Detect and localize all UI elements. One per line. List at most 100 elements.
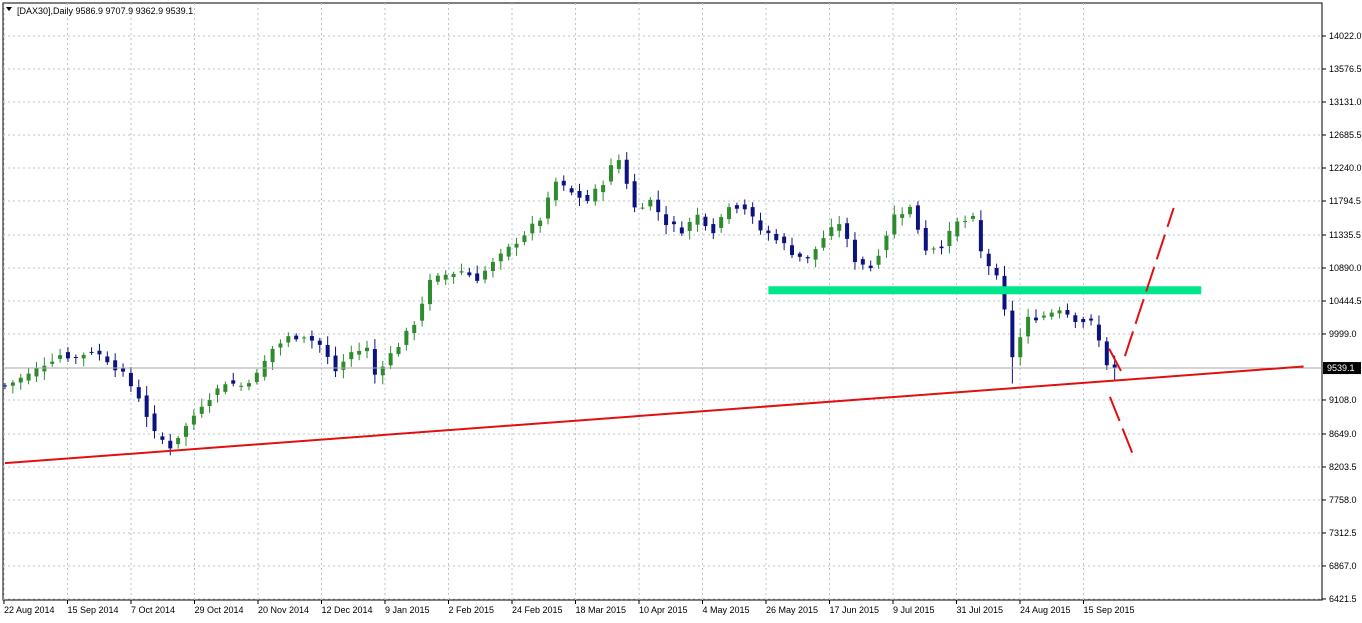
- candle: [349, 345, 354, 367]
- candle-body: [349, 352, 354, 360]
- candle: [207, 393, 212, 413]
- candle-body: [254, 372, 259, 383]
- candle-body: [443, 274, 448, 280]
- y-tick-label: 6867.0: [1329, 561, 1357, 571]
- candle-body: [270, 348, 275, 363]
- candle: [128, 367, 133, 392]
- candle-body: [459, 271, 464, 273]
- ascending-trendline[interactable]: [4, 365, 1304, 465]
- candle: [703, 213, 708, 231]
- x-tick-label: 15 Sep 2015: [1084, 605, 1135, 615]
- candle-body: [813, 249, 818, 260]
- candle: [648, 197, 653, 211]
- price-axis: 14022.0 13576.5 13131.0 12685.5 12240.0 11794…: [1322, 31, 1362, 604]
- candle: [852, 232, 857, 270]
- candle-body: [215, 388, 220, 395]
- candle-body: [1033, 317, 1038, 321]
- candle: [215, 384, 220, 403]
- candle: [585, 189, 590, 204]
- candle-body: [640, 207, 645, 209]
- candle-body: [829, 227, 834, 237]
- candle-body: [191, 415, 196, 425]
- y-tick-label: 13131.0: [1329, 97, 1362, 107]
- candle: [939, 240, 944, 255]
- candle-body: [766, 230, 771, 234]
- candle-body: [530, 223, 535, 234]
- candle-body: [742, 204, 747, 210]
- candle: [34, 361, 39, 382]
- y-tick-label: 12685.5: [1329, 130, 1362, 140]
- candle-body: [380, 366, 385, 376]
- candle-body: [231, 380, 236, 384]
- candle: [994, 263, 999, 280]
- candle: [160, 432, 165, 445]
- candle: [947, 222, 952, 254]
- candle: [758, 212, 763, 235]
- candle: [239, 382, 244, 392]
- candle-body: [506, 246, 511, 257]
- bullish-projection-lower[interactable]: [1108, 348, 1122, 372]
- candle: [65, 347, 70, 362]
- candle-body: [1049, 312, 1054, 317]
- candle: [805, 255, 810, 264]
- candle: [81, 352, 86, 367]
- candle-body: [365, 347, 370, 352]
- candle-body: [333, 355, 338, 372]
- bearish-projection[interactable]: [1109, 396, 1135, 457]
- candle: [498, 248, 503, 270]
- candle: [797, 251, 802, 262]
- candle-body: [388, 353, 393, 366]
- candle: [309, 330, 314, 349]
- x-tick-label: 24 Feb 2015: [512, 605, 563, 615]
- candle-body: [176, 438, 181, 445]
- candle-body: [593, 188, 598, 202]
- candle: [963, 215, 968, 229]
- candle: [1010, 300, 1015, 384]
- candle: [144, 386, 149, 427]
- candle-body: [931, 248, 936, 250]
- candle-body: [262, 360, 267, 377]
- collapse-arrow-icon[interactable]: [6, 7, 12, 11]
- candle-body: [467, 272, 472, 276]
- candle: [451, 271, 456, 284]
- candle-body: [711, 224, 716, 234]
- candle: [58, 348, 63, 363]
- candle-body: [860, 259, 865, 265]
- plot-area[interactable]: [2, 2, 1323, 601]
- candle: [679, 221, 684, 236]
- x-tick-label: 17 Jun 2015: [830, 605, 880, 615]
- candle: [876, 249, 881, 269]
- y-tick-label: 8649.0: [1329, 429, 1357, 439]
- candle-body: [317, 340, 322, 345]
- candle: [475, 265, 480, 284]
- candle-body: [239, 385, 244, 387]
- candle: [231, 372, 236, 387]
- candle: [1096, 315, 1101, 348]
- y-tick-label: 9999.0: [1329, 329, 1357, 339]
- candle: [388, 346, 393, 370]
- candle: [719, 213, 724, 233]
- bullish-projection-upper[interactable]: [1123, 207, 1175, 357]
- candle-body: [900, 214, 905, 218]
- candle-body: [577, 190, 582, 198]
- candle-body: [10, 382, 15, 386]
- x-tick-label: 20 Nov 2014: [258, 605, 309, 615]
- candle: [734, 202, 739, 214]
- candle-body: [955, 221, 960, 237]
- candle-body: [357, 350, 362, 355]
- y-tick-label: 10444.5: [1329, 296, 1362, 306]
- candle-body: [569, 188, 574, 193]
- candle-body: [97, 350, 102, 355]
- candle: [50, 353, 55, 367]
- y-tick-label: 14022.0: [1329, 31, 1362, 41]
- candle-body: [790, 245, 794, 256]
- candle: [632, 173, 637, 213]
- candle: [113, 353, 118, 378]
- candle: [664, 206, 669, 235]
- x-tick-label: 22 Aug 2014: [4, 605, 55, 615]
- candle: [443, 270, 448, 286]
- current-price-tag: [1323, 362, 1361, 375]
- candle-body: [207, 400, 212, 407]
